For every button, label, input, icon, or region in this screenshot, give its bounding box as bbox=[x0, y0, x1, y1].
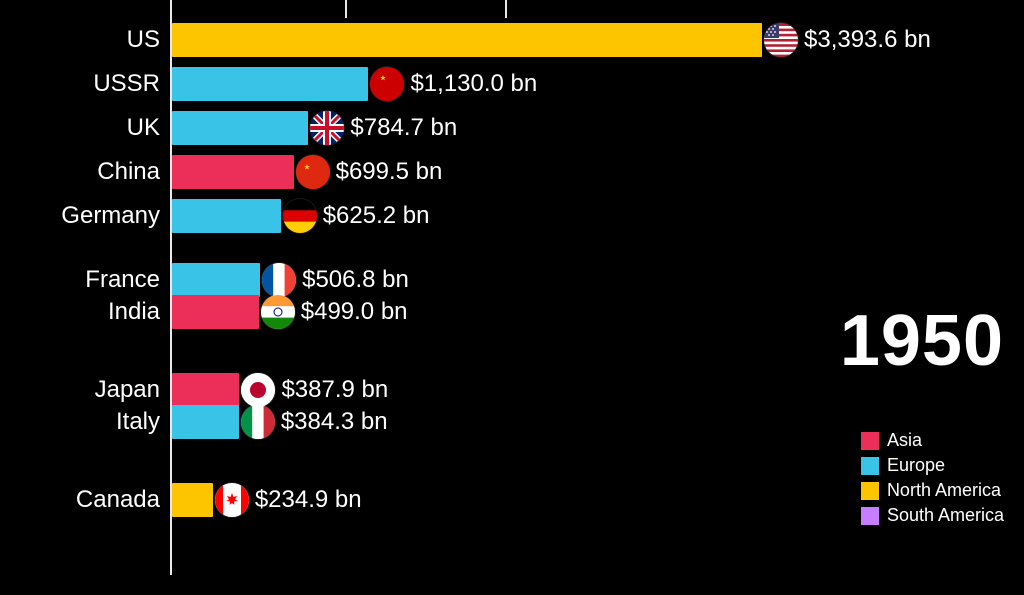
china-flag-icon bbox=[296, 155, 330, 189]
legend-item: Asia bbox=[861, 430, 1004, 451]
bar-row: UK$784.7 bn bbox=[172, 108, 1022, 148]
bar bbox=[172, 483, 213, 517]
ussr-flag-icon bbox=[370, 67, 404, 101]
bar bbox=[172, 405, 239, 439]
legend-swatch bbox=[861, 457, 879, 475]
bar bbox=[172, 155, 294, 189]
india-flag-icon bbox=[261, 295, 295, 329]
bar-value: $1,130.0 bn bbox=[410, 70, 537, 98]
legend-label: Asia bbox=[887, 430, 922, 451]
germany-flag-icon bbox=[283, 199, 317, 233]
legend-item: South America bbox=[861, 505, 1004, 526]
canada-flag-icon bbox=[215, 483, 249, 517]
legend-swatch bbox=[861, 482, 879, 500]
country-label: US bbox=[0, 20, 160, 60]
bar-value: $387.9 bn bbox=[281, 376, 388, 404]
axis-tick bbox=[505, 0, 507, 18]
legend: Asia Europe North America South America bbox=[861, 430, 1004, 530]
axis-tick bbox=[345, 0, 347, 18]
country-label: USSR bbox=[0, 64, 160, 104]
legend-item: North America bbox=[861, 480, 1004, 501]
country-label: China bbox=[0, 152, 160, 192]
bar-value: $784.7 bn bbox=[350, 114, 457, 142]
legend-item: Europe bbox=[861, 455, 1004, 476]
bar bbox=[172, 295, 259, 329]
chart-stage: US$3,393.6 bnUSSR$1,130.0 bnUK$784.7 bnC… bbox=[0, 0, 1024, 595]
legend-swatch bbox=[861, 432, 879, 450]
country-label: Italy bbox=[0, 402, 160, 442]
bar bbox=[172, 67, 368, 101]
bar-row: US$3,393.6 bn bbox=[172, 20, 1022, 60]
bar-value: $234.9 bn bbox=[255, 486, 362, 514]
bar-value: $384.3 bn bbox=[281, 408, 388, 436]
uk-flag-icon bbox=[310, 111, 344, 145]
country-label: Germany bbox=[0, 196, 160, 236]
bar-row: China$699.5 bn bbox=[172, 152, 1022, 192]
legend-swatch bbox=[861, 507, 879, 525]
country-label: India bbox=[0, 292, 160, 332]
bar-row: Germany$625.2 bn bbox=[172, 196, 1022, 236]
bar-value: $506.8 bn bbox=[302, 266, 409, 294]
country-label: UK bbox=[0, 108, 160, 148]
bar-value: $3,393.6 bn bbox=[804, 26, 931, 54]
legend-label: Europe bbox=[887, 455, 945, 476]
bar-value: $499.0 bn bbox=[301, 298, 408, 326]
bar bbox=[172, 23, 762, 57]
bar-value: $699.5 bn bbox=[336, 158, 443, 186]
bar bbox=[172, 199, 281, 233]
bar-value: $625.2 bn bbox=[323, 202, 430, 230]
legend-label: South America bbox=[887, 505, 1004, 526]
bar bbox=[172, 111, 308, 145]
bar-row: USSR$1,130.0 bn bbox=[172, 64, 1022, 104]
us-flag-icon bbox=[764, 23, 798, 57]
legend-label: North America bbox=[887, 480, 1001, 501]
year-label: 1950 bbox=[840, 300, 1004, 382]
country-label: Canada bbox=[0, 480, 160, 520]
italy-flag-icon bbox=[241, 405, 275, 439]
